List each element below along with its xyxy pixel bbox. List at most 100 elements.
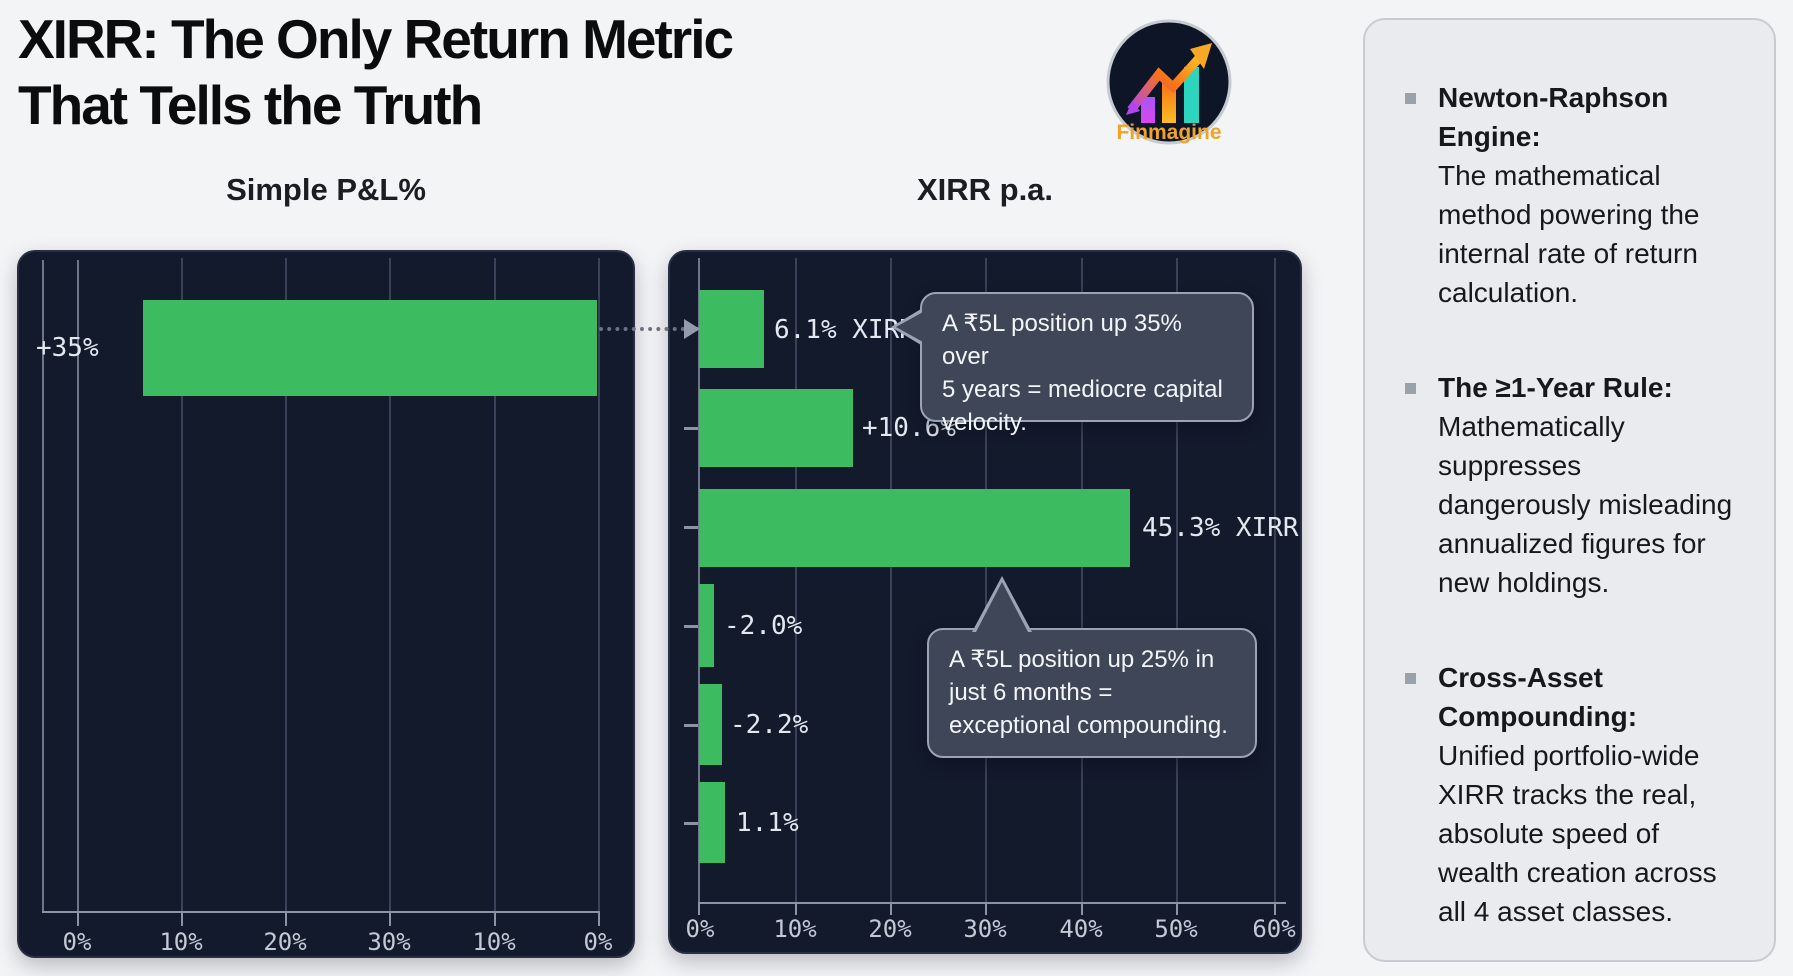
right-chart-ydash [684, 724, 698, 727]
callout-tail [896, 312, 923, 342]
right-x-tick: 30% [963, 915, 1007, 943]
key-point-one-year-rule: The ≥1-Year Rule: Mathematically suppres… [1405, 368, 1744, 602]
left-chart-gridline [285, 258, 287, 911]
left-chart-tick [181, 911, 183, 926]
left-x-tick: 0% [62, 928, 92, 956]
connector-dotted-line [599, 327, 685, 331]
key-point-body: suppresses [1438, 450, 1582, 481]
left-chart-gridline [181, 258, 183, 911]
xirr-bar [699, 389, 853, 467]
right-x-tick: 50% [1154, 915, 1198, 943]
left-chart-x-axis [42, 911, 600, 913]
key-point-newton-raphson: Newton-Raphson Engine: The mathematical … [1405, 78, 1744, 312]
left-chart-gridline [389, 258, 391, 911]
right-chart-tick [795, 902, 797, 915]
right-x-tick: 0% [685, 915, 715, 943]
callout-line: just 6 months = [949, 679, 1113, 706]
key-point-body: internal rate of return [1438, 238, 1698, 269]
right-chart-gridline [795, 258, 797, 904]
finmagine-logo: Finmagine [1104, 17, 1234, 147]
right-chart-tick [890, 902, 892, 915]
key-point-body: new holdings. [1438, 567, 1610, 598]
bullet-square-icon [1405, 93, 1416, 104]
right-chart-title: XIRR p.a. [916, 172, 1054, 207]
key-point-body: calculation. [1438, 277, 1579, 308]
key-point-body: Unified portfolio-wide [1438, 740, 1700, 771]
key-point-body: XIRR tracks the real, [1438, 779, 1697, 810]
callout-tail [976, 582, 1028, 632]
callout-exceptional-compounding: A ₹5L position up 25% in just 6 months =… [927, 628, 1257, 758]
bullet-square-icon [1405, 673, 1416, 684]
right-chart-ydash [684, 427, 698, 430]
key-point-text: The ≥1-Year Rule: Mathematically suppres… [1438, 368, 1732, 602]
key-point-heading: Compounding: [1438, 701, 1638, 732]
left-chart-tick [598, 911, 600, 926]
left-chart-gridline [77, 260, 79, 911]
right-x-tick: 60% [1252, 915, 1296, 943]
simple-pl-bar [143, 300, 597, 396]
right-chart-tick [1176, 902, 1178, 915]
callout-line: A ₹5L position up 25% in [949, 646, 1215, 673]
xirr-bar [699, 584, 714, 667]
key-point-body: The mathematical [1438, 160, 1661, 191]
left-chart-gridline [494, 258, 496, 911]
xirr-bar [699, 489, 1130, 567]
page-title-line2: That Tells the Truth [18, 74, 483, 136]
right-chart-tick [1274, 902, 1276, 915]
key-point-heading: Newton-Raphson [1438, 82, 1669, 113]
right-chart-gridline [890, 258, 892, 904]
right-chart-tick [698, 902, 700, 915]
left-x-tick: 20% [263, 928, 307, 956]
bullet-square-icon [1405, 383, 1416, 394]
right-chart-gridline [1176, 258, 1178, 904]
key-points-panel: Newton-Raphson Engine: The mathematical … [1363, 18, 1776, 962]
connector-arrowhead-icon [684, 319, 700, 339]
callout-line: 5 years = mediocre capital [942, 376, 1223, 403]
key-point-text: Newton-Raphson Engine: The mathematical … [1438, 78, 1700, 312]
left-chart-tick [285, 911, 287, 926]
callout-mediocre-velocity: A ₹5L position up 35% over 5 years = med… [920, 292, 1254, 436]
xirr-bar [699, 782, 725, 863]
callout-line: A ₹5L position up 35% over [942, 310, 1182, 370]
right-chart-tick [1081, 902, 1083, 915]
xirr-bar [699, 684, 722, 765]
right-chart-tick [985, 902, 987, 915]
simple-pl-bar-label: +35% [36, 333, 99, 363]
xirr-bar-label: -2.0% [724, 611, 803, 641]
left-x-tick: 10% [472, 928, 516, 956]
left-chart-tick [494, 911, 496, 926]
left-x-tick: 0% [583, 928, 613, 956]
finmagine-logo-icon: Finmagine [1106, 19, 1232, 145]
right-chart-gridline [1081, 258, 1083, 904]
key-point-body: wealth creation across [1438, 857, 1717, 888]
xirr-bar-label: 45.3% XIRR [1142, 513, 1299, 543]
right-chart-y-axis [698, 258, 700, 904]
key-point-text: Cross-Asset Compounding: Unified portfol… [1438, 658, 1717, 931]
key-point-body: method powering the [1438, 199, 1700, 230]
left-chart-title: Simple P&L% [226, 172, 426, 207]
right-chart-gridline [1274, 258, 1276, 904]
left-chart-gridline [598, 258, 600, 911]
right-chart-ydash [684, 625, 698, 628]
left-chart-tick [77, 911, 79, 926]
callout-line: exceptional compounding. [949, 712, 1228, 739]
callout-line: velocity. [942, 409, 1027, 436]
right-chart-ydash [684, 822, 698, 825]
xirr-bar-label: -2.2% [730, 710, 809, 740]
key-point-body: dangerously misleading [1438, 489, 1733, 520]
right-x-tick: 20% [868, 915, 912, 943]
left-chart-tick [389, 911, 391, 926]
right-chart-ydash [684, 526, 698, 529]
page-title-line1: XIRR: The Only Return Metric [18, 8, 734, 70]
left-x-tick: 30% [367, 928, 411, 956]
page-title: XIRR: The Only Return Metric That Tells … [18, 6, 734, 138]
key-point-heading: The ≥1-Year Rule: [1438, 372, 1673, 403]
left-x-tick: 10% [159, 928, 203, 956]
right-x-tick: 10% [773, 915, 817, 943]
left-chart-y-axis [42, 260, 44, 911]
key-point-body: all 4 asset classes. [1438, 896, 1673, 927]
xirr-bar-label: 1.1% [736, 808, 799, 838]
key-point-heading: Cross-Asset [1438, 662, 1603, 693]
key-point-body: absolute speed of [1438, 818, 1660, 849]
